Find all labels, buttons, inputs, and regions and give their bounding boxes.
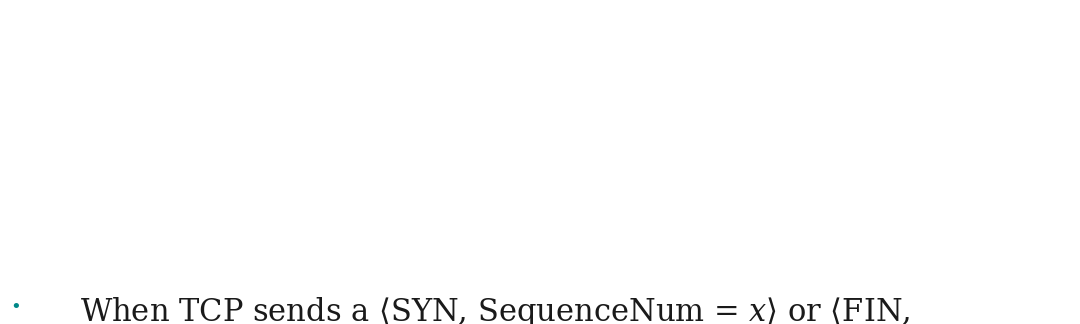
Text: When TCP sends a ⟨SYN, SequenceNum = $x$⟩ or ⟨FIN,: When TCP sends a ⟨SYN, SequenceNum = $x$… bbox=[80, 295, 910, 324]
Text: •: • bbox=[10, 298, 21, 316]
